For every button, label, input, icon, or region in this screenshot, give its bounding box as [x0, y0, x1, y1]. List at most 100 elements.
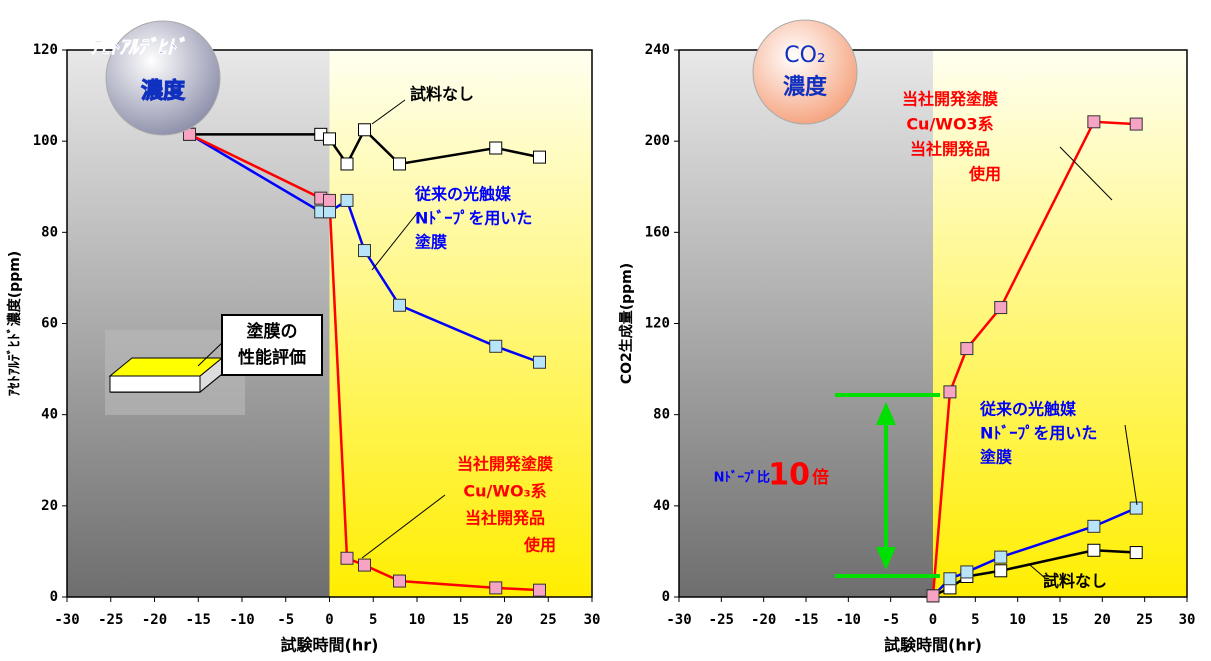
x-tick-label: -30 — [54, 612, 79, 628]
marker — [1129, 501, 1143, 515]
series-label: 当社開発塗膜 — [902, 90, 998, 109]
marker — [323, 193, 336, 207]
x-tick-label: -30 — [666, 612, 691, 628]
y-tick-label: 160 — [645, 224, 670, 240]
marker — [1129, 117, 1143, 131]
y-tick-label: 240 — [645, 42, 670, 58]
marker — [926, 589, 940, 603]
slab-side — [109, 375, 201, 393]
x-tick-label: -20 — [142, 612, 167, 628]
y-tick-label: 80 — [653, 407, 670, 423]
y-tick-label: 60 — [41, 316, 58, 332]
badge — [752, 19, 858, 125]
marker — [489, 339, 503, 353]
x-tick-label: 25 — [540, 612, 557, 628]
x-tick-label: 20 — [496, 612, 513, 628]
x-tick-label: 0 — [929, 612, 937, 628]
x-tick-label: 5 — [971, 612, 979, 628]
y-tick-label: 120 — [33, 42, 58, 58]
marker — [358, 123, 371, 137]
y-axis-label: ｱｾﾄｱﾙﾃﾞﾋﾄﾞ濃度(ppm) — [6, 251, 23, 396]
x-tick-label: -5 — [882, 612, 899, 628]
marker — [393, 298, 406, 312]
y-tick-label: 40 — [41, 407, 58, 423]
series-label: 試料なし — [410, 85, 474, 104]
x-tick-label: -15 — [186, 612, 211, 628]
marker — [340, 157, 354, 171]
badge-title: ｱｾﾄｱﾙﾃﾞﾋﾄﾞ — [90, 37, 185, 59]
series-line — [931, 120, 1137, 596]
marker — [489, 581, 503, 595]
series-label: 塗膜 — [980, 448, 1012, 467]
marker — [489, 141, 503, 155]
y-tick-label: 80 — [41, 224, 58, 240]
marker — [323, 132, 336, 146]
series-label: 試料なし — [1043, 572, 1107, 591]
x-tick-label: -25 — [709, 612, 734, 628]
y-tick-label: 0 — [50, 589, 58, 605]
x-tick-label: 30 — [584, 612, 601, 628]
marker — [358, 558, 371, 572]
x-tick-label: -20 — [751, 612, 776, 628]
marker — [960, 565, 974, 579]
badge-title: 濃度 — [783, 74, 828, 100]
x-tick-label: 15 — [452, 612, 469, 628]
marker — [1087, 519, 1101, 533]
x-axis-label: 試験時間(hr) — [281, 636, 379, 655]
x-tick-label: -5 — [277, 612, 294, 628]
leader-line — [1124, 424, 1138, 506]
marker — [358, 244, 371, 258]
series-label: Nﾄﾞｰﾌﾟを用いた — [415, 209, 532, 228]
marker — [393, 574, 406, 588]
arrow-head — [876, 547, 896, 570]
y-tick-label: 0 — [662, 589, 670, 605]
y-tick-label: 200 — [645, 133, 670, 149]
series-label: 当社開発品 — [465, 509, 545, 528]
series-label: 塗膜 — [415, 233, 447, 252]
x-tick-label: 5 — [369, 612, 377, 628]
x-tick-label: -10 — [229, 612, 254, 628]
series-label: 使用 — [523, 536, 556, 555]
y-tick-label: 100 — [33, 133, 58, 149]
x-tick-label: 25 — [1136, 612, 1153, 628]
x-tick-label: 30 — [1179, 612, 1196, 628]
leader-line — [371, 99, 406, 125]
inset-text: 性能評価 — [238, 347, 306, 368]
y-tick-label: 20 — [41, 498, 58, 514]
series-label: 従来の光触媒 — [979, 400, 1077, 419]
marker — [533, 583, 546, 597]
plot-bg-left — [679, 50, 933, 597]
y-axis-label: CO2生成量(ppm) — [618, 263, 635, 384]
inset-text: 塗膜の — [247, 321, 298, 342]
x-tick-label: 0 — [325, 612, 333, 628]
arrow-head — [876, 402, 896, 425]
x-tick-label: -10 — [836, 612, 861, 628]
leader-line — [1059, 146, 1113, 201]
x-tick-label: 10 — [1009, 612, 1026, 628]
marker — [533, 150, 546, 164]
inset-box — [221, 314, 323, 376]
x-tick-label: -25 — [98, 612, 123, 628]
x-tick-label: 10 — [409, 612, 426, 628]
series-label: Cu/WO3系 — [906, 115, 993, 134]
x-tick-label: -15 — [793, 612, 818, 628]
series-label: 当社開発塗膜 — [457, 455, 553, 474]
series-label: 従来の光触媒 — [414, 185, 512, 204]
marker — [340, 193, 354, 207]
ratio-number: 10 — [768, 458, 810, 493]
series-label: 使用 — [968, 165, 1001, 184]
y-tick-label: 40 — [653, 498, 670, 514]
marker — [943, 385, 957, 399]
marker — [994, 564, 1008, 578]
marker — [994, 301, 1008, 315]
plot-bg-right — [933, 50, 1187, 597]
marker — [1129, 546, 1143, 560]
ratio-text: 倍 — [812, 467, 829, 488]
marker — [393, 157, 406, 171]
ratio-text: Nﾄﾞｰﾌﾟ比 — [714, 470, 770, 486]
leader-line — [1029, 564, 1046, 579]
marker — [960, 342, 974, 356]
x-tick-label: 15 — [1052, 612, 1069, 628]
marker — [1087, 115, 1101, 129]
badge — [105, 20, 221, 136]
